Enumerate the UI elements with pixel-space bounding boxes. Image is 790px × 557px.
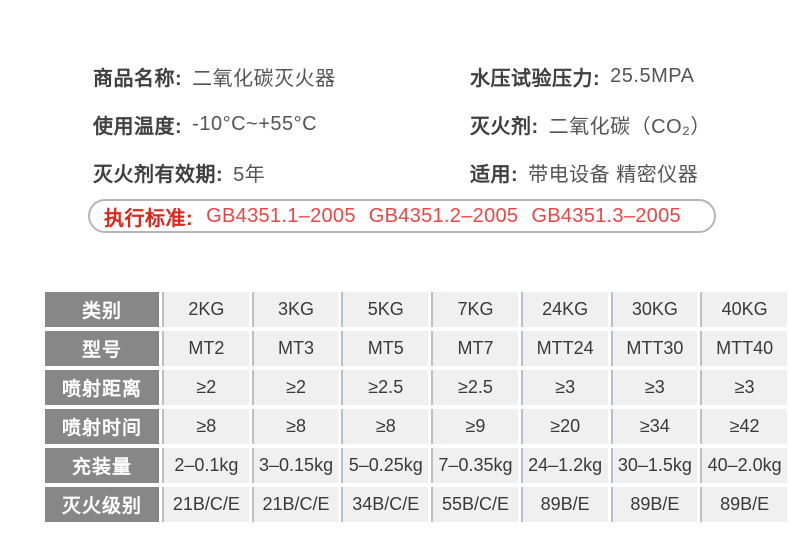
table-cell: 30KG bbox=[610, 292, 698, 327]
table-row: 充装量 2–0.1kg 3–0.15kg 5–0.25kg 7–0.35kg 24–1.2… bbox=[45, 448, 787, 483]
table-cell: ≥8 bbox=[162, 409, 249, 444]
spec-row: 适用: 带电设备 精密仪器 bbox=[470, 148, 711, 196]
table-cell: 21B/C/E bbox=[162, 487, 249, 522]
table-row: 喷射距离 ≥2 ≥2 ≥2.5 ≥2.5 ≥3 ≥3 ≥3 bbox=[45, 370, 787, 405]
table-cell: ≥8 bbox=[341, 409, 429, 444]
table-cell: 3KG bbox=[251, 292, 339, 327]
table-row: 型号 MT2 MT3 MT5 MT7 MTT24 MTT30 MTT40 bbox=[45, 331, 787, 366]
table-cell: ≥2.5 bbox=[431, 370, 518, 405]
table-cell: 21B/C/E bbox=[251, 487, 339, 522]
standard-value: GB4351.3–2005 bbox=[531, 204, 681, 227]
table-cell: MTT24 bbox=[520, 331, 608, 366]
spec-row: 水压试验压力: 25.5MPA bbox=[470, 52, 711, 100]
spec-value: 二氧化碳（CO₂） bbox=[548, 115, 711, 138]
table-cell: MT5 bbox=[341, 331, 429, 366]
table-cell: 7–0.35kg bbox=[431, 448, 518, 483]
spec-value: 二氧化碳灭火器 bbox=[192, 67, 336, 90]
table-cell: 40KG bbox=[700, 292, 787, 327]
row-header-cell: 喷射距离 bbox=[45, 370, 159, 405]
spec-value: 5年 bbox=[233, 163, 266, 186]
row-header-cell: 类别 bbox=[45, 292, 159, 327]
standard-value: GB4351.2–2005 bbox=[368, 204, 519, 227]
spec-table-wrap: 类别 2KG 3KG 5KG 7KG 24KG 30KG 40KG 型号 MT2 MT3 MT5 MT7… bbox=[42, 288, 790, 526]
table-cell: 2–0.1kg bbox=[162, 448, 249, 483]
spec-label: 灭火剂有效期: bbox=[93, 163, 224, 186]
table-cell: MT2 bbox=[162, 331, 249, 366]
table-cell: ≥2 bbox=[251, 370, 339, 405]
table-cell: ≥8 bbox=[251, 409, 339, 444]
table-cell: MTT40 bbox=[700, 331, 787, 366]
standards-values: GB4351.1–2005 GB4351.2–2005 GB4351.3–2005 bbox=[193, 205, 681, 228]
spec-label: 适用: bbox=[470, 163, 519, 186]
table-cell: ≥9 bbox=[431, 409, 518, 444]
table-row: 类别 2KG 3KG 5KG 7KG 24KG 30KG 40KG bbox=[45, 292, 787, 327]
standard-value: GB4351.1–2005 bbox=[206, 204, 356, 227]
spec-label: 使用温度: bbox=[93, 115, 183, 138]
table-cell: 5–0.25kg bbox=[341, 448, 429, 483]
table-cell: 89B/E bbox=[520, 487, 608, 522]
spec-row: 灭火剂: 二氧化碳（CO₂） bbox=[470, 100, 711, 148]
spec-value: 25.5MPA bbox=[610, 64, 695, 87]
table-cell: 89B/E bbox=[610, 487, 698, 522]
table-cell: MT7 bbox=[431, 331, 518, 366]
table-cell: 40–2.0kg bbox=[700, 448, 787, 483]
table-cell: ≥3 bbox=[520, 370, 608, 405]
table-cell: 24–1.2kg bbox=[520, 448, 608, 483]
spec-label: 灭火剂: bbox=[470, 115, 539, 138]
table-cell: 55B/C/E bbox=[431, 487, 518, 522]
standards-label: 执行标准: bbox=[104, 207, 194, 230]
table-cell: MTT30 bbox=[610, 331, 698, 366]
table-cell: 5KG bbox=[341, 292, 429, 327]
spec-value: 带电设备 精密仪器 bbox=[528, 163, 699, 186]
spec-column-left: 商品名称: 二氧化碳灭火器 使用温度: -10°C~+55°C 灭火剂有效期: … bbox=[93, 52, 336, 196]
table-row: 灭火级别 21B/C/E 21B/C/E 34B/C/E 55B/C/E 89B/E 89B… bbox=[45, 487, 787, 522]
table-cell: ≥34 bbox=[610, 409, 698, 444]
row-header-cell: 充装量 bbox=[45, 448, 159, 483]
table-row: 喷射时间 ≥8 ≥8 ≥8 ≥9 ≥20 ≥34 ≥42 bbox=[45, 409, 787, 444]
table-cell: ≥3 bbox=[700, 370, 787, 405]
spec-label: 商品名称: bbox=[93, 67, 183, 90]
table-cell: 34B/C/E bbox=[341, 487, 429, 522]
spec-column-right: 水压试验压力: 25.5MPA 灭火剂: 二氧化碳（CO₂） 适用: 带电设备 … bbox=[470, 52, 711, 196]
table-cell: ≥42 bbox=[700, 409, 787, 444]
spec-table-body: 类别 2KG 3KG 5KG 7KG 24KG 30KG 40KG 型号 MT2 MT3 MT5 MT7… bbox=[45, 292, 787, 522]
spec-label: 水压试验压力: bbox=[470, 67, 601, 90]
table-cell: ≥20 bbox=[520, 409, 608, 444]
table-cell: 3–0.15kg bbox=[251, 448, 339, 483]
table-cell: ≥2 bbox=[162, 370, 249, 405]
row-header-cell: 灭火级别 bbox=[45, 487, 159, 522]
row-header-cell: 型号 bbox=[45, 331, 159, 366]
spec-row: 使用温度: -10°C~+55°C bbox=[93, 100, 336, 148]
table-cell: 24KG bbox=[520, 292, 608, 327]
spec-row: 商品名称: 二氧化碳灭火器 bbox=[93, 52, 336, 100]
spec-table: 类别 2KG 3KG 5KG 7KG 24KG 30KG 40KG 型号 MT2 MT3 MT5 MT7… bbox=[42, 288, 790, 526]
table-cell: ≥3 bbox=[610, 370, 698, 405]
table-cell: 2KG bbox=[162, 292, 249, 327]
spec-row: 灭火剂有效期: 5年 bbox=[93, 148, 336, 196]
row-header-cell: 喷射时间 bbox=[45, 409, 159, 444]
execution-standards-box: 执行标准: GB4351.1–2005 GB4351.2–2005 GB4351.3… bbox=[88, 199, 716, 233]
table-cell: 30–1.5kg bbox=[610, 448, 698, 483]
table-cell: 7KG bbox=[431, 292, 518, 327]
spec-value: -10°C~+55°C bbox=[192, 112, 318, 135]
table-cell: 89B/E bbox=[700, 487, 787, 522]
table-cell: MT3 bbox=[251, 331, 339, 366]
table-cell: ≥2.5 bbox=[341, 370, 429, 405]
